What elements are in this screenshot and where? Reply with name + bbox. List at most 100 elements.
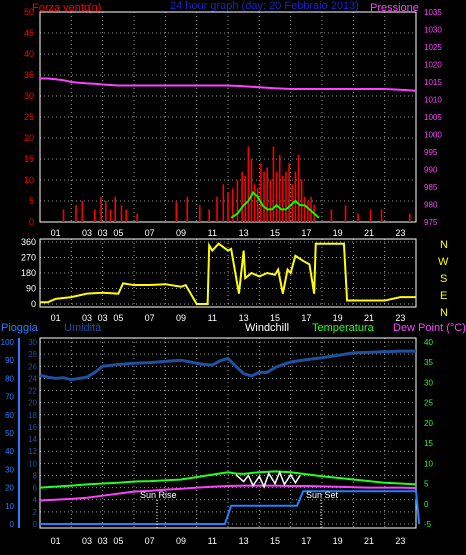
- x-tick-label: 01: [51, 536, 61, 546]
- chart-title: 24 hour graph (day: 20 Febbraio 2013): [170, 0, 359, 12]
- pressure-y-tick-label: 985: [424, 183, 438, 192]
- pressure-y-tick-label: 1005: [424, 113, 442, 122]
- legend-windchill: Windchill: [245, 322, 289, 334]
- humidity-y-tick-label: 4: [33, 496, 38, 505]
- direction-y-tick-label: 0: [31, 299, 36, 309]
- humidity-y-tick-label: 26: [28, 362, 37, 371]
- x-tick-label: 01: [51, 313, 61, 323]
- direction-y-tick-label: 90: [26, 284, 36, 294]
- windchill-line: [235, 470, 301, 489]
- direction-y-tick-label: 180: [21, 268, 36, 278]
- rain-y-tick-label: 0: [10, 520, 15, 529]
- x-tick-label: 21: [364, 313, 374, 323]
- x-tick-label: 01: [51, 228, 61, 238]
- direction-y-tick-label: 360: [21, 237, 36, 247]
- wind-direction-line: [40, 242, 416, 305]
- x-tick-label: 19: [333, 228, 343, 238]
- x-tick-label: 03: [98, 228, 108, 238]
- x-tick-label: 07: [145, 536, 155, 546]
- x-tick-label: 05: [113, 313, 123, 323]
- temperature-y-tick-label: -5: [424, 520, 432, 529]
- rain-y-tick-label: 50: [5, 429, 14, 438]
- rain-y-tick-label: 20: [5, 484, 14, 493]
- pressure-y-tick-label: 980: [424, 201, 438, 210]
- pressure-axis-title: Pressione: [370, 2, 419, 14]
- humidity-y-tick-label: 16: [28, 423, 37, 432]
- humidity-y-tick-label: 24: [28, 374, 37, 383]
- pressure-y-tick-label: 1030: [424, 26, 442, 35]
- legend-rain: Pioggia: [1, 322, 39, 334]
- legend-dewpoint: Dew Point (°C): [393, 322, 466, 334]
- pressure-y-tick-label: 1000: [424, 131, 442, 140]
- x-tick-label: 21: [364, 228, 374, 238]
- rain-y-tick-label: 80: [5, 374, 14, 383]
- temperature-y-tick-label: 35: [424, 358, 433, 367]
- x-tick-label: 19: [333, 536, 343, 546]
- x-tick-label: 11: [208, 313, 217, 323]
- humidity-y-tick-label: 8: [33, 471, 38, 480]
- rain-y-tick-label: 70: [5, 393, 14, 402]
- wind-y-tick-label: 50: [24, 7, 34, 17]
- temperature-line: [39, 470, 417, 489]
- mark-layer: [39, 77, 421, 525]
- temperature-y-tick-label: 20: [424, 419, 433, 428]
- wind-y-tick-label: 10: [24, 175, 34, 185]
- wind-y-tick-label: 5: [29, 196, 34, 206]
- humidity-y-tick-label: 30: [28, 338, 37, 347]
- humidity-y-tick-label: 22: [28, 387, 37, 396]
- wind-y-tick-label: 15: [24, 154, 34, 164]
- legend-humidity: Umidità: [64, 322, 102, 334]
- compass-label-e: E: [440, 290, 447, 302]
- x-tick-label: 03: [82, 228, 92, 238]
- humidity-y-tick-label: 12: [28, 447, 37, 456]
- x-tick-label: 03: [82, 536, 92, 546]
- temperature-y-tick-label: 0: [424, 500, 429, 509]
- dewpoint-line: [39, 484, 417, 502]
- wind-y-tick-label: 20: [24, 133, 34, 143]
- pressure-y-tick-label: 975: [424, 218, 438, 227]
- x-tick-label: 21: [364, 536, 374, 546]
- x-tick-label: 03: [82, 313, 92, 323]
- pressure-y-tick-label: 1010: [424, 96, 442, 105]
- rain-y-tick-label: 40: [5, 447, 14, 456]
- compass-label-n-bottom: N: [440, 307, 448, 319]
- rain-y-tick-label: 60: [5, 411, 14, 420]
- rain-y-tick-label: 90: [5, 356, 14, 365]
- x-tick-label: 23: [395, 536, 405, 546]
- x-tick-label: 13: [239, 313, 249, 323]
- x-tick-label: 09: [176, 536, 186, 546]
- wind-y-tick-label: 45: [24, 28, 34, 38]
- x-tick-label: 17: [301, 313, 311, 323]
- wind-y-tick-label: 25: [24, 112, 34, 122]
- x-tick-label: 13: [239, 228, 249, 238]
- x-tick-label: 23: [395, 313, 405, 323]
- x-tick-label: 07: [145, 228, 155, 238]
- x-tick-label: 19: [333, 313, 343, 323]
- x-tick-label: 07: [145, 313, 155, 323]
- wind-y-tick-label: 40: [24, 49, 34, 59]
- pressure-y-tick-label: 1035: [424, 8, 442, 17]
- pressure-y-tick-label: 1025: [424, 43, 442, 52]
- x-tick-label: 17: [301, 228, 311, 238]
- humidity-y-tick-label: 0: [33, 520, 38, 529]
- x-tick-label: 15: [270, 228, 280, 238]
- pressure-line: [40, 77, 417, 92]
- temperature-y-tick-label: 40: [424, 338, 433, 347]
- humidity-line: [39, 349, 416, 382]
- sunset-label: Sun Set: [306, 490, 339, 500]
- humidity-y-tick-label: 2: [33, 508, 38, 517]
- humidity-y-tick-label: 6: [33, 484, 38, 493]
- rain-y-tick-label: 10: [5, 502, 14, 511]
- compass-label-w: W: [438, 256, 449, 268]
- x-tick-label: 03: [98, 536, 108, 546]
- temperature-y-tick-label: 25: [424, 399, 433, 408]
- direction-y-tick-label: 270: [21, 253, 36, 263]
- compass-label-s: S: [440, 273, 447, 285]
- humidity-y-tick-label: 18: [28, 411, 37, 420]
- wind-average-line: [230, 191, 320, 219]
- temperature-y-tick-label: 5: [424, 480, 429, 489]
- rain-y-tick-label: 30: [5, 465, 14, 474]
